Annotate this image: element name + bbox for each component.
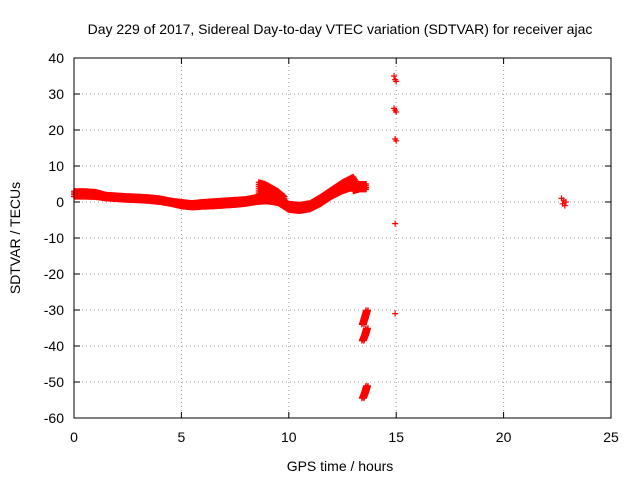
series-cluster-13.5h-lower bbox=[358, 382, 372, 402]
axes: 0 5 10 15 20 25 40 30 20 10 0 -10 -20 -30 -40 -50 -60 bbox=[44, 50, 619, 445]
x-tick-label: 25 bbox=[603, 429, 619, 445]
y-tick-label: -40 bbox=[44, 338, 64, 354]
y-tick-label: -50 bbox=[44, 374, 64, 390]
y-tick-label: 20 bbox=[48, 122, 64, 138]
data-point bbox=[562, 199, 569, 205]
data-point bbox=[365, 325, 372, 332]
data-point bbox=[392, 310, 399, 317]
data-point bbox=[281, 193, 288, 200]
x-tick-label: 15 bbox=[388, 429, 404, 445]
series-cluster-13.5h-upper bbox=[358, 307, 372, 328]
x-tick-label: 5 bbox=[178, 429, 186, 445]
data-point bbox=[392, 220, 399, 227]
series-cluster-13.5h-middle bbox=[358, 325, 372, 344]
y-tick-label: -10 bbox=[44, 230, 64, 246]
data-point bbox=[561, 202, 568, 209]
data-point bbox=[365, 307, 372, 314]
y-tick-label: -30 bbox=[44, 302, 64, 318]
series-main-trace bbox=[71, 173, 361, 214]
data-series bbox=[71, 73, 569, 402]
data-point bbox=[365, 382, 372, 389]
series-tail-13h bbox=[350, 179, 370, 195]
data-point bbox=[391, 73, 398, 79]
grid bbox=[74, 58, 611, 418]
y-axis-label: SDTVAR / TECUs bbox=[7, 182, 23, 294]
y-tick-label: 10 bbox=[48, 158, 64, 174]
chart-title: Day 229 of 2017, Sidereal Day-to-day VTE… bbox=[88, 21, 593, 37]
x-tick-label: 0 bbox=[70, 429, 78, 445]
data-point bbox=[280, 192, 287, 199]
series-isolated-points bbox=[391, 73, 569, 317]
data-point bbox=[393, 109, 400, 115]
x-axis-label: GPS time / hours bbox=[287, 458, 394, 474]
y-tick-label: 0 bbox=[56, 194, 64, 210]
data-point bbox=[393, 137, 400, 144]
series-bump-9h bbox=[255, 179, 288, 207]
x-tick-label: 10 bbox=[281, 429, 297, 445]
data-point bbox=[393, 78, 400, 85]
x-tick-label: 20 bbox=[496, 429, 512, 445]
data-point bbox=[363, 181, 370, 187]
y-tick-label: -20 bbox=[44, 266, 64, 282]
y-tick-label: 30 bbox=[48, 86, 64, 102]
y-tick-label: -60 bbox=[44, 410, 64, 426]
y-tick-label: 40 bbox=[48, 50, 64, 66]
